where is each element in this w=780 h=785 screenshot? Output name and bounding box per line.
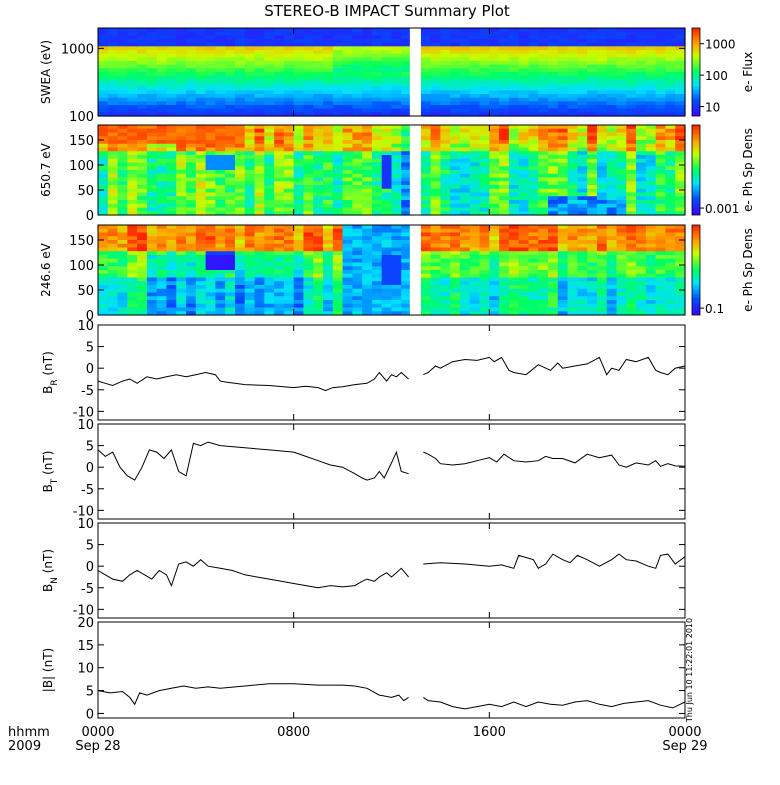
colorbar-label-3: e- Ph Sp Dens bbox=[741, 228, 755, 312]
line-y-tick-label-2-1: -5 bbox=[81, 483, 94, 498]
series-line-3-2 bbox=[423, 553, 686, 569]
colorbar-tick-label-3-0: 0.1 bbox=[705, 302, 724, 316]
y-tick-label-3-3: 150 bbox=[69, 234, 94, 249]
y-tick-label-2-1: 50 bbox=[77, 184, 94, 199]
series-line-1-1 bbox=[97, 371, 409, 392]
line-y-tick-label-1-0: -10 bbox=[73, 405, 94, 420]
line-y-tick-label-4-4: 20 bbox=[77, 616, 94, 631]
colorbar-tick-label-1-0: 10 bbox=[705, 101, 720, 115]
line-panel-frame-3 bbox=[97, 522, 686, 619]
line-y-tick-label-3-1: -5 bbox=[81, 582, 94, 597]
line-y-tick-label-1-3: 5 bbox=[86, 341, 94, 356]
data-gap-3 bbox=[409, 225, 421, 315]
line-y-tick-label-4-0: 0 bbox=[86, 707, 94, 722]
spectrogram-panel-2: 0 50 100 150 650.7 eV 0.001 e- Ph Sp Dens bbox=[39, 124, 755, 224]
ylabel-base-2: B bbox=[41, 484, 55, 492]
timestamp-label: Thu Jun 10 11:22:01 2010 bbox=[685, 618, 694, 723]
line-panel-frame-2 bbox=[97, 423, 686, 520]
line-y-tick-label-1-4: 10 bbox=[77, 319, 94, 334]
colorbar-1 bbox=[691, 27, 701, 117]
y-tick-label-3-2: 100 bbox=[69, 259, 94, 274]
line-y-tick-label-3-2: 0 bbox=[86, 560, 94, 575]
y-tick-label-3-0: 0 bbox=[86, 309, 94, 324]
x-tick-label-0: 0000 bbox=[81, 725, 114, 740]
line-panel-frame-1 bbox=[97, 324, 686, 421]
x-tick-label-3: 0000 bbox=[668, 725, 701, 740]
x-tick-label-2: 1600 bbox=[473, 725, 506, 740]
line-y-tick-label-3-3: 5 bbox=[86, 539, 94, 554]
spectrogram-ylabel-3: 246.6 eV bbox=[39, 242, 53, 297]
spectrogram-ylabel-2: 650.7 eV bbox=[39, 142, 53, 197]
colorbar-tick-label-1-2: 1000 bbox=[705, 38, 736, 52]
x-tick-sublabel-3: Sep 29 bbox=[662, 739, 707, 754]
spectrogram-frame-2 bbox=[97, 124, 686, 216]
ylabel-base-3: B bbox=[41, 584, 55, 592]
line-y-tick-label-2-4: 10 bbox=[77, 418, 94, 433]
line-panel-frame-4 bbox=[97, 621, 686, 719]
ylabel-unit-4: (nT) bbox=[41, 648, 55, 676]
data-gap-2 bbox=[409, 125, 421, 215]
line-panel-ylabel-1: BR (nT) bbox=[41, 351, 60, 394]
colorbar-3 bbox=[691, 224, 701, 316]
line-y-tick-label-2-3: 5 bbox=[86, 440, 94, 455]
x-tick-sublabel-0: Sep 28 bbox=[75, 739, 120, 754]
ylabel-base-4: |B| bbox=[41, 676, 55, 692]
x-tick-label-1: 0800 bbox=[277, 725, 310, 740]
line-y-tick-label-4-1: 5 bbox=[86, 685, 94, 700]
ylabel-sub-1: R bbox=[50, 379, 60, 385]
line-panel-2: -10 -5 0 5 10 BT (nT) bbox=[41, 418, 686, 520]
ylabel-unit-2: (nT) bbox=[41, 451, 55, 479]
colorbar-label-1: e- Flux bbox=[741, 52, 755, 92]
series-line-4-1 bbox=[97, 683, 409, 706]
line-y-tick-label-1-2: 0 bbox=[86, 362, 94, 377]
line-panel-1: -10 -5 0 5 10 BR (nT) bbox=[41, 319, 686, 421]
colorbar-tick-label-1-1: 100 bbox=[705, 69, 728, 83]
ylabel-sub-2: T bbox=[50, 478, 60, 485]
colorbar-label-2: e- Ph Sp Dens bbox=[741, 128, 755, 212]
series-line-2-2 bbox=[423, 451, 686, 468]
data-gap-1 bbox=[409, 28, 421, 116]
line-panel-4: 0 5 10 15 20 |B| (nT) bbox=[41, 616, 686, 722]
spectrogram-panel-3: 0 50 100 150 246.6 eV 0.1 e- Ph Sp Dens bbox=[39, 224, 755, 324]
x-axis-label-line-2: 2009 bbox=[8, 739, 41, 754]
ylabel-sub-3: N bbox=[50, 577, 60, 584]
spectrogram-ylabel-1: SWEA (eV) bbox=[39, 40, 53, 104]
line-panel-3: -10 -5 0 5 10 BN (nT) bbox=[41, 517, 686, 619]
line-y-tick-label-3-0: -10 bbox=[73, 603, 94, 618]
spectrogram-frame-3 bbox=[97, 224, 686, 316]
ylabel-unit-3: (nT) bbox=[41, 549, 55, 577]
series-line-1-2 bbox=[423, 356, 686, 376]
spectrogram-panel-1: 100 1000 SWEA (eV) 10 100 1000 e- Flux bbox=[39, 27, 755, 125]
line-y-tick-label-2-0: -10 bbox=[73, 504, 94, 519]
line-y-tick-label-2-2: 0 bbox=[86, 461, 94, 476]
line-y-tick-label-4-3: 15 bbox=[77, 639, 94, 654]
y-tick-label-1-0: 100 bbox=[69, 110, 94, 125]
x-axis-label-line-1: hhmm bbox=[8, 725, 50, 740]
series-line-3-1 bbox=[97, 559, 409, 589]
ylabel-unit-1: (nT) bbox=[41, 351, 55, 379]
series-line-4-2 bbox=[423, 696, 686, 710]
colorbar-tick-label-2-0: 0.001 bbox=[705, 202, 739, 216]
y-tick-label-2-0: 0 bbox=[86, 209, 94, 224]
line-y-tick-label-3-4: 10 bbox=[77, 517, 94, 532]
line-panel-ylabel-2: BT (nT) bbox=[41, 451, 60, 493]
spectrogram-frame-1 bbox=[97, 27, 686, 117]
line-panel-ylabel-3: BN (nT) bbox=[41, 549, 60, 592]
y-tick-label-2-2: 100 bbox=[69, 159, 94, 174]
y-tick-label-1-1: 1000 bbox=[61, 42, 94, 57]
series-line-2-1 bbox=[97, 441, 409, 481]
line-y-tick-label-1-1: -5 bbox=[81, 384, 94, 399]
y-tick-label-3-1: 50 bbox=[77, 284, 94, 299]
chart-title: STEREO-B IMPACT Summary Plot bbox=[264, 2, 510, 20]
line-y-tick-label-4-2: 10 bbox=[77, 662, 94, 677]
y-tick-label-2-3: 150 bbox=[69, 134, 94, 149]
ylabel-base-1: B bbox=[41, 386, 55, 394]
colorbar-2 bbox=[691, 124, 701, 216]
line-panel-ylabel-4: |B| (nT) bbox=[41, 648, 55, 692]
